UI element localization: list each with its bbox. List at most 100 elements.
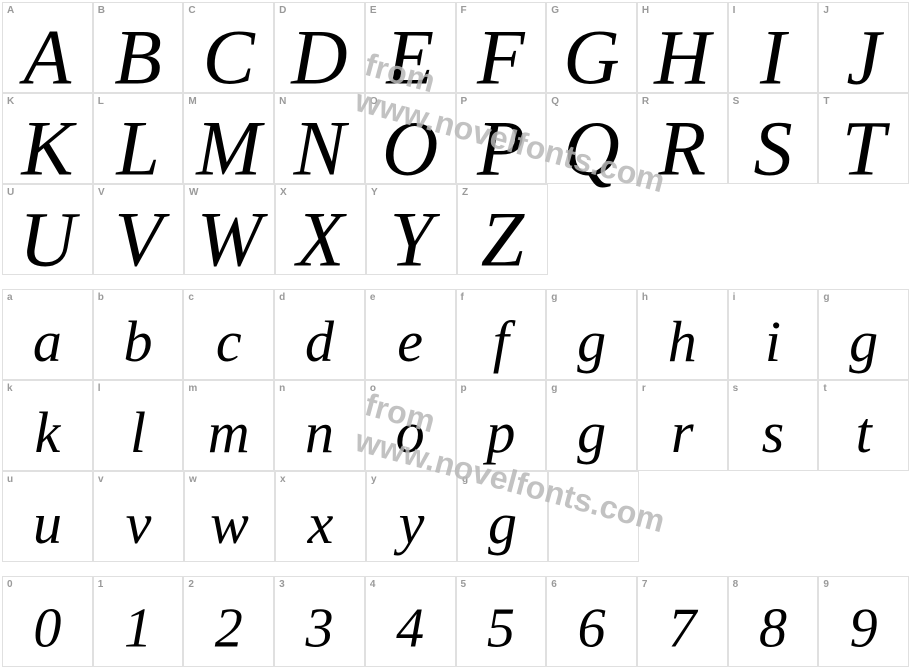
glyph-cell: oo: [365, 380, 456, 471]
glyph-cell-label: I: [733, 5, 736, 16]
glyph-cell-label: y: [371, 474, 377, 485]
glyph: C: [203, 18, 255, 96]
glyph-cell: 44: [365, 576, 456, 667]
glyph-cell-label: g: [462, 474, 468, 485]
glyph-cell: 66: [546, 576, 637, 667]
glyph-row: 00112233445566778899: [2, 576, 909, 667]
glyph: n: [305, 403, 334, 461]
glyph-cell: PP: [456, 93, 547, 184]
glyph-cell: HH: [637, 2, 728, 93]
glyph-cell: WW: [184, 184, 275, 275]
glyph-cell-label: f: [461, 292, 464, 303]
glyph-cell: gg: [818, 289, 909, 380]
glyph-cell: nn: [274, 380, 365, 471]
glyph-cell: KK: [2, 93, 93, 184]
glyph-cell-label: F: [461, 5, 467, 16]
glyph: f: [493, 312, 509, 370]
glyph-cell-label: l: [98, 383, 101, 394]
glyph-cell: OO: [365, 93, 456, 184]
glyph-cell: NN: [274, 93, 365, 184]
glyph: E: [386, 18, 434, 96]
glyph-cell-label: t: [823, 383, 826, 394]
glyph-row: aabbccddeeffgghhiigg: [2, 289, 909, 380]
glyph: t: [856, 403, 872, 461]
glyph: G: [563, 18, 619, 96]
glyph: B: [114, 18, 162, 96]
glyph: D: [291, 18, 347, 96]
glyph: g: [849, 312, 878, 370]
glyph: o: [396, 403, 425, 461]
glyph: v: [126, 494, 152, 552]
glyph-cell-label: v: [98, 474, 104, 485]
glyph-cell: GG: [546, 2, 637, 93]
glyph-cell: uu: [2, 471, 93, 562]
glyph-cell-label: S: [733, 96, 740, 107]
glyph-cell-label: Y: [371, 187, 378, 198]
glyph: x: [308, 494, 334, 552]
glyph: e: [397, 312, 423, 370]
glyph-row: uuvvwwxxyygg: [2, 471, 909, 562]
glyph-cell-label: a: [7, 292, 13, 303]
glyph-cell: pp: [456, 380, 547, 471]
glyph-cell-label: Q: [551, 96, 559, 107]
glyph-cell: ii: [728, 289, 819, 380]
glyph-cell-label: 0: [7, 579, 13, 590]
glyph: P: [477, 109, 525, 187]
glyph: 3: [305, 600, 333, 656]
glyph-cell-label: o: [370, 383, 376, 394]
glyph: p: [486, 403, 515, 461]
glyph-cell: ss: [728, 380, 819, 471]
glyph: H: [654, 18, 710, 96]
glyph-cell-label: 7: [642, 579, 648, 590]
glyph-cell: FF: [456, 2, 547, 93]
glyph-cell: 55: [456, 576, 547, 667]
glyph-cell: mm: [183, 380, 274, 471]
glyph: u: [33, 494, 62, 552]
glyph-cell: 88: [728, 576, 819, 667]
glyph-cell: JJ: [818, 2, 909, 93]
glyph: U: [19, 200, 75, 278]
glyph: 5: [487, 600, 515, 656]
glyph-cell: 99: [818, 576, 909, 667]
font-character-map: AABBCCDDEEFFGGHHIIJJKKLLMMNNOOPPQQRRSSTT…: [0, 0, 911, 669]
glyph-cell: 11: [93, 576, 184, 667]
glyph-cell-label: p: [461, 383, 467, 394]
glyph-cell: SS: [728, 93, 819, 184]
glyph-cell-label: K: [7, 96, 14, 107]
glyph-cell: 22: [183, 576, 274, 667]
glyph: T: [842, 109, 885, 187]
glyph: Q: [563, 109, 619, 187]
glyph: a: [33, 312, 62, 370]
glyph-cell-label: B: [98, 5, 105, 16]
glyph-cell-label: N: [279, 96, 286, 107]
glyph-cell-label: n: [279, 383, 285, 394]
glyph-cell-label: 2: [188, 579, 194, 590]
glyph-cell-label: g: [823, 292, 829, 303]
glyph-cell-label: d: [279, 292, 285, 303]
glyph-cell: BB: [93, 2, 184, 93]
glyph-cell-label: C: [188, 5, 195, 16]
glyph: J: [846, 18, 881, 96]
glyph-cell-label: c: [188, 292, 194, 303]
glyph-cell: xx: [275, 471, 366, 562]
glyph-cell: ZZ: [457, 184, 548, 275]
glyph-cell-label: A: [7, 5, 14, 16]
glyph-cell-label: O: [370, 96, 378, 107]
glyph-cell-label: g: [551, 383, 557, 394]
glyph-cell: YY: [366, 184, 457, 275]
glyph-cell-label: X: [280, 187, 287, 198]
glyph: g: [488, 494, 517, 552]
glyph-cell: QQ: [546, 93, 637, 184]
glyph: h: [668, 312, 697, 370]
glyph: 6: [578, 600, 606, 656]
glyph: l: [130, 403, 146, 461]
glyph: L: [116, 109, 159, 187]
glyph-cell-label: w: [189, 474, 197, 485]
glyph-cell: [548, 471, 639, 562]
glyph-cell: UU: [2, 184, 93, 275]
glyph-cell: dd: [274, 289, 365, 380]
glyph-cell-label: T: [823, 96, 829, 107]
glyph-cell-label: R: [642, 96, 649, 107]
glyph: W: [197, 200, 262, 278]
glyph-cell: tt: [818, 380, 909, 471]
